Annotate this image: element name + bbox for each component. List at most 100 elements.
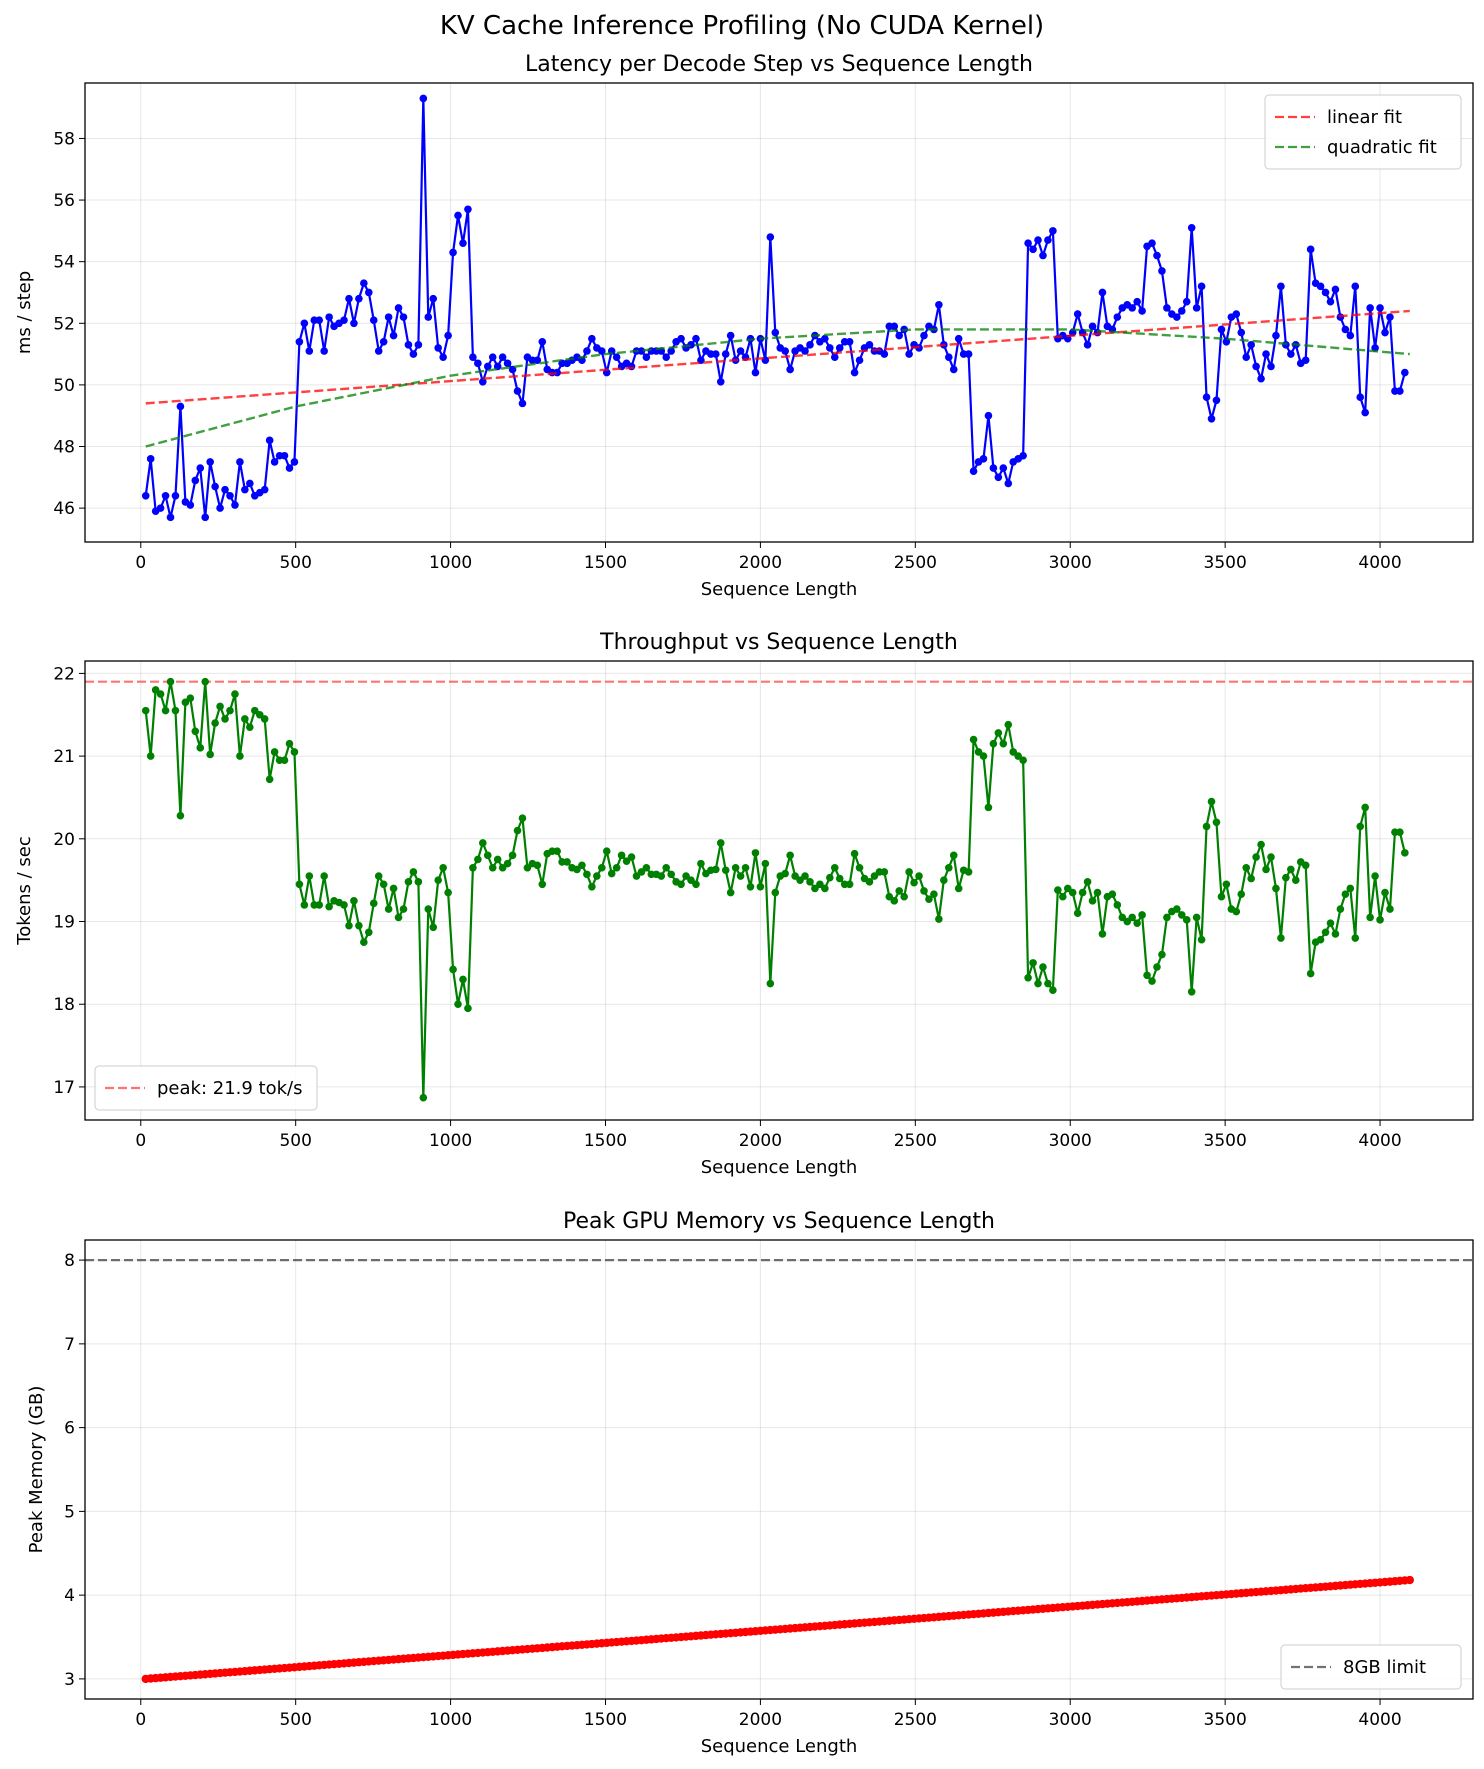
- throughput-point: [206, 750, 214, 759]
- throughput-point: [1088, 897, 1097, 905]
- throughput-point: [221, 715, 229, 723]
- panel-2: Throughput vs Sequence Length Sequence Le…: [14, 630, 1474, 1178]
- throughput-point: [508, 851, 517, 860]
- latency-point: [612, 353, 621, 361]
- latency-point: [1088, 322, 1097, 331]
- throughput-point: [1401, 849, 1409, 857]
- throughput-point: [300, 901, 309, 909]
- x-tick-label: 3000: [1049, 1131, 1092, 1151]
- throughput-point: [260, 715, 269, 723]
- x-tick-label: 2000: [739, 1131, 782, 1151]
- throughput-point: [1341, 890, 1350, 899]
- legend-label: quadratic fit: [1327, 137, 1437, 158]
- latency-point: [1113, 313, 1122, 321]
- throughput-point: [454, 1000, 462, 1009]
- throughput-point: [949, 851, 958, 860]
- y-tick-label: 6: [64, 1419, 75, 1439]
- y-tick-label: 52: [53, 314, 75, 334]
- latency-point: [964, 350, 973, 358]
- latency-point: [419, 94, 428, 103]
- throughput-point: [503, 859, 512, 868]
- throughput-point: [1049, 986, 1057, 994]
- throughput-point: [935, 915, 943, 923]
- throughput-point: [374, 872, 383, 880]
- latency-point: [677, 334, 685, 343]
- figure-title: KV Cache Inference Profiling (No CUDA Ke…: [440, 11, 1044, 41]
- latency-point: [171, 491, 180, 500]
- y-tick-label: 50: [53, 376, 75, 396]
- throughput-point: [726, 888, 735, 897]
- throughput-point: [389, 884, 398, 893]
- latency-point: [1019, 451, 1027, 460]
- throughput-point: [1128, 913, 1136, 922]
- latency-point: [191, 476, 200, 485]
- legend: linear fit quadratic fit: [1264, 94, 1462, 170]
- latency-point: [186, 501, 195, 509]
- latency-point: [905, 350, 913, 358]
- throughput-point: [821, 884, 829, 893]
- latency-point: [1207, 414, 1216, 423]
- latency-point: [221, 485, 229, 494]
- throughput-point: [449, 965, 457, 974]
- latency-point: [345, 294, 353, 303]
- throughput-point: [578, 861, 586, 870]
- throughput-point: [290, 748, 299, 756]
- throughput-point: [493, 855, 502, 864]
- throughput-point: [607, 869, 616, 878]
- latency-point: [503, 359, 512, 368]
- throughput-point: [469, 863, 477, 872]
- latency-point: [409, 350, 418, 358]
- throughput-point: [518, 814, 527, 822]
- latency-point: [979, 455, 988, 463]
- latency-point: [667, 347, 675, 355]
- throughput-point: [1024, 973, 1032, 982]
- throughput-point: [969, 735, 978, 744]
- throughput-point: [1396, 828, 1404, 836]
- latency-point: [533, 356, 542, 365]
- latency-point: [300, 319, 309, 328]
- throughput-point: [910, 878, 918, 887]
- y-axis-label: ms / step: [14, 271, 35, 354]
- throughput-point: [166, 677, 175, 686]
- throughput-point: [429, 923, 438, 932]
- throughput-point: [404, 878, 413, 886]
- latency-point: [246, 479, 254, 488]
- latency-point: [1267, 362, 1275, 371]
- throughput-point: [1083, 878, 1092, 886]
- y-tick-label: 54: [53, 253, 75, 273]
- throughput-point: [270, 748, 279, 756]
- legend-box: [94, 1065, 318, 1111]
- latency-point: [835, 344, 844, 352]
- throughput-point: [954, 884, 963, 893]
- latency-point: [954, 334, 963, 343]
- latency-point: [1272, 331, 1280, 340]
- x-tick-label: 2500: [894, 553, 937, 573]
- throughput-point: [483, 851, 492, 860]
- throughput-point: [925, 895, 933, 903]
- latency-point: [379, 337, 388, 346]
- latency-point: [474, 359, 482, 368]
- latency-point: [786, 365, 794, 374]
- throughput-point: [315, 901, 324, 909]
- quadratic-fit-line: [145, 328, 1410, 448]
- y-tick-label: 5: [64, 1502, 75, 1522]
- latency-point: [1004, 479, 1013, 488]
- throughput-point: [801, 872, 809, 880]
- latency-point: [637, 347, 646, 355]
- throughput-point: [156, 690, 165, 698]
- y-tick-label: 48: [53, 438, 75, 458]
- throughput-point: [191, 727, 200, 736]
- legend-box: [1264, 94, 1462, 170]
- throughput-point: [1078, 888, 1087, 897]
- latency-point: [1182, 297, 1191, 306]
- legend-box: [1280, 1644, 1462, 1690]
- latency-point: [434, 344, 442, 352]
- throughput-point: [1346, 884, 1355, 893]
- throughput-point: [826, 873, 834, 882]
- latency-point: [265, 436, 274, 445]
- throughput-point: [1138, 911, 1146, 919]
- throughput-point: [781, 869, 789, 878]
- latency-point: [711, 350, 720, 358]
- latency-point: [1252, 362, 1260, 371]
